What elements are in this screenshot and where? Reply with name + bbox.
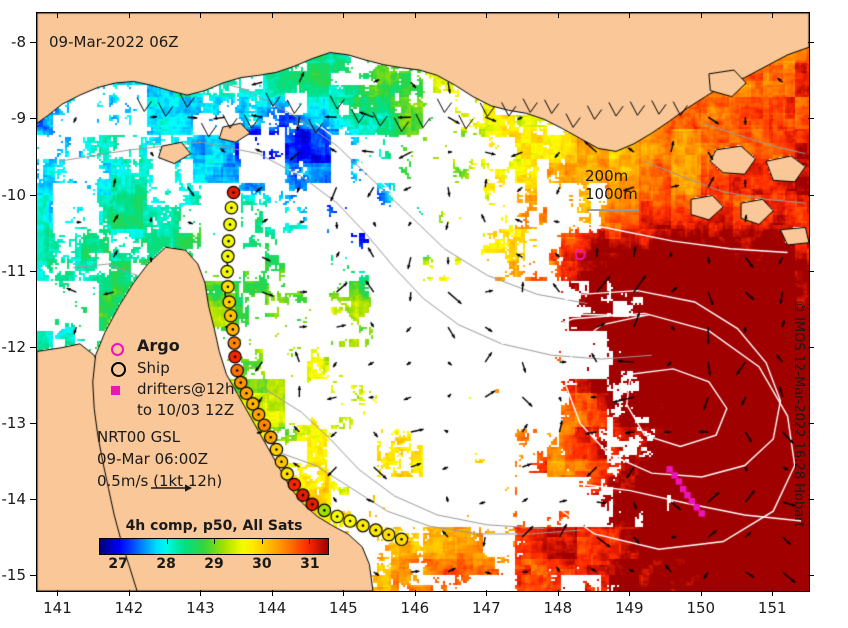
y-axis-tick-right [808, 118, 814, 120]
colorbar-tick: 29 [204, 556, 224, 572]
x-axis-label: 145 [329, 599, 358, 617]
x-axis-tick [200, 590, 202, 596]
x-axis-tick-top [57, 12, 59, 18]
colorbar: 4h comp, p50, All Sats 27 28 29 30 31 [99, 518, 329, 572]
x-axis-tick-top [414, 12, 416, 18]
map-legend: Argo Ship drifters@12h to 10/03 12Z NRT0… [97, 336, 235, 494]
y-axis-label: -12 [1, 337, 27, 356]
x-axis-tick [772, 590, 774, 596]
y-axis-tick [30, 422, 36, 424]
colorbar-tick-mark [261, 539, 263, 544]
x-axis-tick-top [557, 12, 559, 18]
y-axis-tick [30, 574, 36, 576]
y-axis-tick [30, 270, 36, 272]
x-axis-tick [343, 590, 345, 596]
date-stamp: 09-Mar-2022 06Z [49, 33, 179, 51]
legend-label-drifters: drifters@12h [137, 380, 235, 398]
colorbar-tick: 31 [300, 556, 320, 572]
colorbar-tick: 27 [108, 556, 128, 572]
x-axis-tick [57, 590, 59, 596]
x-axis-label: 146 [400, 599, 430, 617]
legend-label-drifters-to: to 10/03 12Z [137, 401, 235, 419]
y-axis-tick-right [808, 498, 814, 500]
y-axis-label: -8 [11, 33, 26, 52]
y-axis-tick-right [808, 42, 814, 44]
colorbar-tick-mark [214, 539, 215, 544]
x-axis-tick-top [772, 12, 774, 18]
colorbar-tick: 30 [252, 556, 272, 572]
legend-row-ship: Ship [97, 359, 222, 380]
x-axis-label: 151 [757, 599, 787, 617]
legend-label-product: NRT00 GSL [97, 428, 181, 446]
colorbar-title: 4h comp, p50, All Sats [125, 518, 303, 534]
bathymetry-200m-label: 200m [585, 167, 629, 185]
y-axis-tick-right [808, 346, 814, 348]
legend-label-time: 09-Mar 06:00Z [97, 450, 209, 468]
y-axis-tick-right [808, 194, 814, 196]
reference-vector-arrow-icon [151, 484, 192, 492]
colorbar-gradient [99, 538, 329, 555]
legend-row-argo: Argo [97, 336, 222, 359]
y-axis-label: -13 [1, 413, 27, 432]
x-axis-tick [271, 590, 273, 596]
y-axis-tick [30, 42, 36, 44]
x-axis-label: 144 [257, 599, 287, 617]
y-axis-tick-right [808, 574, 814, 576]
x-axis-tick [486, 590, 488, 596]
y-axis-tick [30, 346, 36, 348]
y-axis-tick [30, 498, 36, 500]
y-axis-tick [30, 118, 36, 120]
x-axis-tick [414, 590, 416, 596]
x-axis-label: 142 [114, 599, 144, 617]
bathymetry-1000m-label: 1000m [585, 185, 638, 203]
x-axis-tick-top [200, 12, 202, 18]
x-axis-tick-top [700, 12, 702, 18]
x-axis-tick-top [629, 12, 631, 18]
legend-label-scale: 0.5m/s (1kt 12h) [97, 472, 223, 490]
legend-row-drifters: drifters@12h [97, 380, 235, 401]
y-axis-label: -15 [1, 565, 27, 584]
y-axis-label: -11 [1, 261, 27, 280]
x-axis-tick [700, 590, 702, 596]
x-axis-label: 143 [186, 599, 215, 617]
legend-label-argo: Argo [137, 336, 180, 355]
x-axis-tick [557, 590, 559, 596]
legend-row-drifters-to: to 10/03 12Z [97, 401, 234, 422]
x-axis-tick-top [271, 12, 273, 18]
colorbar-tick-labels: 27 28 29 30 31 [99, 555, 329, 572]
y-axis-label: -10 [1, 185, 27, 204]
bathymetry-scale-rule [587, 209, 639, 211]
y-axis-tick-right [808, 270, 814, 272]
legend-velocity-block: NRT00 GSL 09-Mar 06:00Z 0.5m/s (1kt 12h) [97, 428, 222, 494]
x-axis-label: 147 [472, 599, 501, 617]
y-axis-label: -14 [1, 489, 27, 508]
x-axis-tick [128, 590, 130, 596]
credit-text: © IMOS 12-Mar-2022 16:28 Hobart [791, 300, 806, 528]
y-axis-tick-right [808, 422, 814, 424]
colorbar-tick-mark [309, 539, 310, 544]
colorbar-tick-mark [166, 539, 168, 544]
x-axis-label: 150 [686, 599, 716, 617]
x-axis-label: 141 [43, 599, 72, 617]
colorbar-tick-mark [118, 539, 120, 544]
legend-label-ship: Ship [137, 359, 170, 377]
sst-raster-layer [37, 13, 809, 591]
map-plot-area[interactable]: 09-Mar-2022 06Z 200m 1000m Argo Ship dri… [36, 12, 810, 592]
x-axis-label: 149 [614, 599, 644, 617]
colorbar-tick: 28 [156, 556, 176, 572]
x-axis-label: 148 [543, 599, 573, 617]
drifter-marker-icon [111, 386, 120, 395]
x-axis-tick-top [486, 12, 488, 18]
x-axis-tick-top [128, 12, 130, 18]
ship-marker-icon [111, 362, 126, 377]
argo-marker-icon [111, 343, 124, 356]
y-axis-tick [30, 194, 36, 196]
x-axis-tick-top [343, 12, 345, 18]
y-axis-label: -9 [11, 109, 26, 128]
x-axis-tick [629, 590, 631, 596]
